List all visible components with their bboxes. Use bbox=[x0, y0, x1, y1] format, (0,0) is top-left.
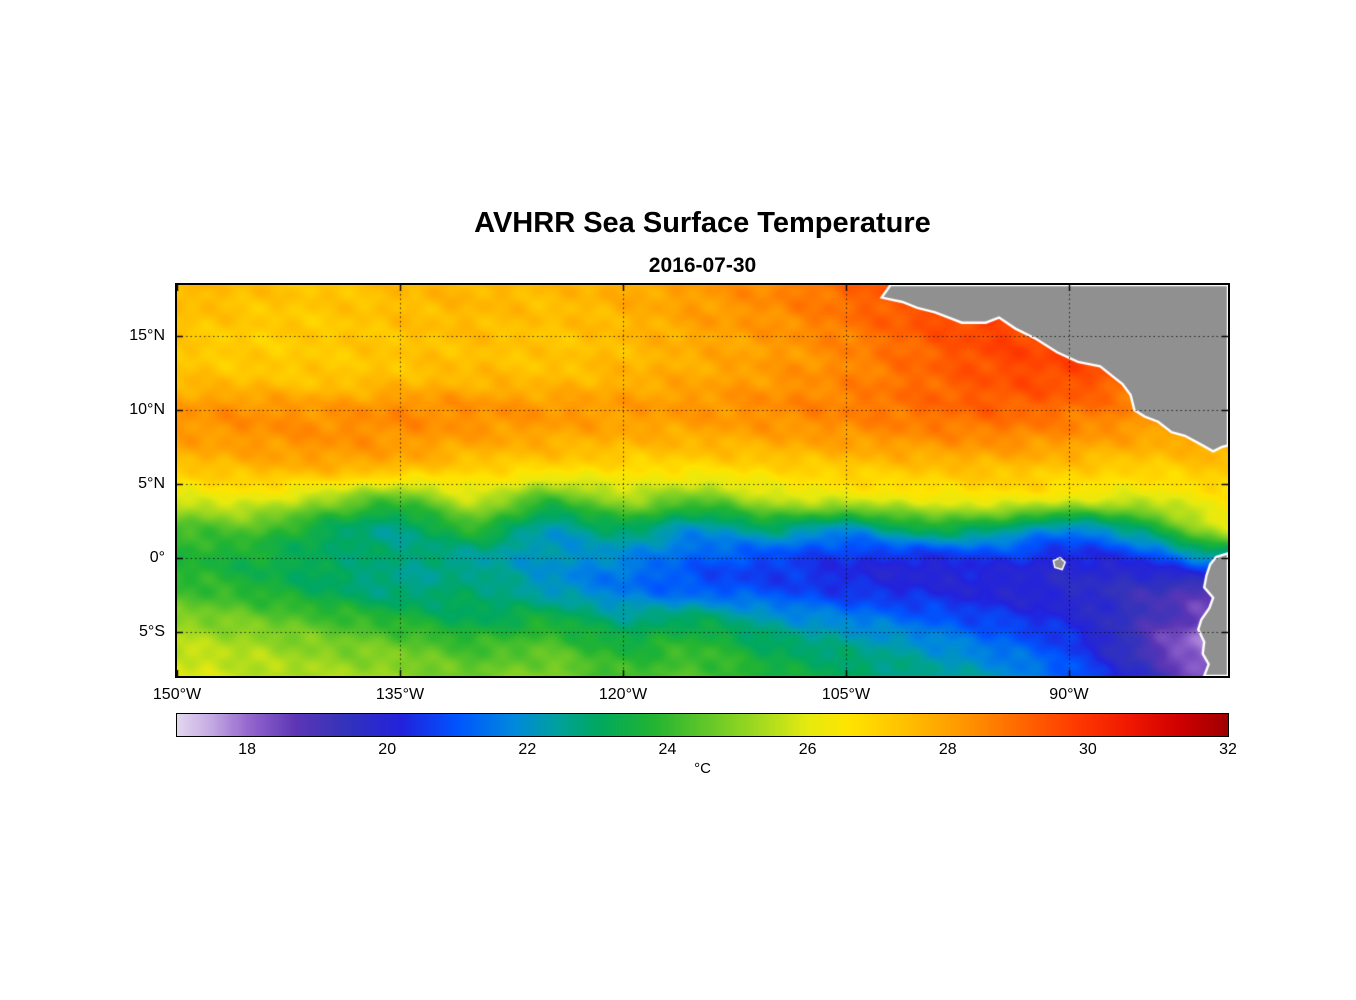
colorbar-tick-label: 20 bbox=[378, 741, 397, 758]
x-tick-label: 150°W bbox=[152, 686, 202, 703]
colorbar-frame bbox=[176, 713, 1229, 737]
x-tick-label: 120°W bbox=[598, 686, 648, 703]
figure-date-subtitle: 2016-07-30 bbox=[648, 254, 757, 277]
colorbar-tick-label: 28 bbox=[938, 741, 957, 758]
colorbar-tick-label: 30 bbox=[1078, 741, 1097, 758]
colorbar-unit-label: °C bbox=[694, 760, 711, 777]
x-tick-label: 135°W bbox=[375, 686, 425, 703]
map-plot-frame bbox=[175, 283, 1230, 678]
colorbar-tick-label: 22 bbox=[518, 741, 537, 758]
colorbar-tick-label: 32 bbox=[1219, 741, 1237, 758]
y-tick-label: 0° bbox=[149, 548, 165, 566]
x-tick-label: 105°W bbox=[821, 686, 871, 703]
colorbar-tick-label: 24 bbox=[658, 741, 677, 758]
y-tick-label: 5°S bbox=[139, 622, 165, 640]
colorbar-tick-label: 18 bbox=[238, 741, 256, 758]
y-tick-label: 10°N bbox=[129, 400, 165, 418]
figure-title: AVHRR Sea Surface Temperature bbox=[474, 207, 931, 239]
x-tick-label: 90°W bbox=[1049, 686, 1089, 703]
colorbar-tick-label: 26 bbox=[798, 741, 817, 758]
sst-heatmap-canvas bbox=[177, 285, 1228, 676]
colorbar-canvas bbox=[177, 714, 1228, 736]
y-tick-label: 5°N bbox=[138, 474, 165, 492]
y-tick-label: 15°N bbox=[129, 327, 165, 344]
